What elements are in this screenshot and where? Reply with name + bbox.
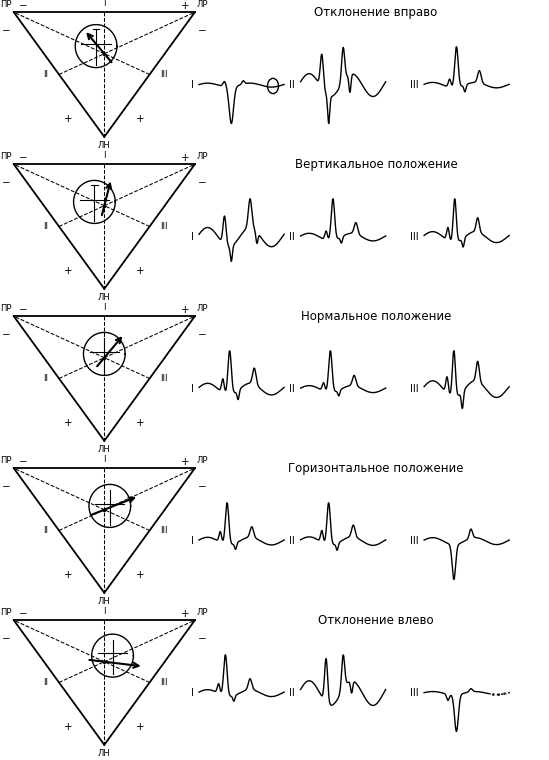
Text: −: − <box>198 482 207 492</box>
Text: ЛР: ЛР <box>197 304 208 313</box>
Text: I: I <box>191 384 193 394</box>
Text: −: − <box>19 2 28 11</box>
Text: II: II <box>43 70 48 79</box>
Text: −: − <box>19 306 28 315</box>
Text: III: III <box>410 536 418 546</box>
Text: I: I <box>191 536 193 546</box>
Text: ЛР: ЛР <box>197 0 208 9</box>
Text: ЛР: ЛР <box>197 608 208 617</box>
Text: III: III <box>160 222 168 231</box>
Text: III: III <box>160 70 168 79</box>
Text: Горизонтальное положение: Горизонтальное положение <box>288 462 464 475</box>
Text: III: III <box>160 678 168 687</box>
Text: −: − <box>2 330 10 340</box>
Text: Вертикальное положение: Вертикальное положение <box>295 158 457 171</box>
Text: +: + <box>136 266 145 277</box>
Text: ЛН: ЛН <box>98 749 111 758</box>
Text: I: I <box>103 607 105 616</box>
Text: III: III <box>410 232 418 242</box>
Text: −: − <box>2 634 10 644</box>
Text: +: + <box>181 154 189 163</box>
Text: I: I <box>191 232 193 242</box>
Text: ЛР: ЛР <box>197 152 208 161</box>
Text: I: I <box>191 80 193 90</box>
Text: III: III <box>410 80 418 90</box>
Text: I: I <box>103 151 105 160</box>
Text: +: + <box>136 418 145 429</box>
Text: II: II <box>289 384 295 394</box>
Text: −: − <box>198 26 207 36</box>
Text: −: − <box>19 458 28 467</box>
Text: +: + <box>64 418 72 429</box>
Text: III: III <box>410 384 418 394</box>
Text: ЛР: ЛР <box>197 456 208 465</box>
Text: II: II <box>43 526 48 535</box>
Text: −: − <box>2 482 10 492</box>
Text: +: + <box>181 610 189 619</box>
Text: −: − <box>2 26 10 36</box>
Text: II: II <box>43 374 48 383</box>
Text: +: + <box>181 458 189 467</box>
Text: I: I <box>103 0 105 8</box>
Text: Отклонение влево: Отклонение влево <box>318 614 434 627</box>
Text: ПР: ПР <box>1 608 12 617</box>
Text: +: + <box>64 570 72 581</box>
Text: −: − <box>2 178 10 188</box>
Text: ЛН: ЛН <box>98 597 111 606</box>
Text: I: I <box>191 688 193 698</box>
Text: I: I <box>103 303 105 312</box>
Text: III: III <box>160 374 168 383</box>
Text: III: III <box>160 526 168 535</box>
Text: ЛН: ЛН <box>98 445 111 454</box>
Text: ПР: ПР <box>1 0 12 9</box>
Text: II: II <box>43 678 48 687</box>
Text: +: + <box>181 306 189 315</box>
Text: −: − <box>19 610 28 619</box>
Text: ПР: ПР <box>1 456 12 465</box>
Text: +: + <box>64 722 72 733</box>
Text: Отклонение вправо: Отклонение вправо <box>315 6 438 19</box>
Text: +: + <box>136 570 145 581</box>
Text: III: III <box>410 688 418 698</box>
Text: ПР: ПР <box>1 304 12 313</box>
Text: +: + <box>64 266 72 277</box>
Text: ЛН: ЛН <box>98 141 111 150</box>
Text: II: II <box>289 688 295 698</box>
Text: +: + <box>64 114 72 125</box>
Text: II: II <box>289 536 295 546</box>
Text: −: − <box>19 154 28 163</box>
Text: II: II <box>289 80 295 90</box>
Text: −: − <box>198 178 207 188</box>
Text: −: − <box>198 634 207 644</box>
Text: II: II <box>43 222 48 231</box>
Text: II: II <box>289 232 295 242</box>
Text: I: I <box>103 455 105 464</box>
Text: +: + <box>181 2 189 11</box>
Text: +: + <box>136 114 145 125</box>
Text: +: + <box>136 722 145 733</box>
Text: −: − <box>198 330 207 340</box>
Text: Нормальное положение: Нормальное положение <box>301 310 451 323</box>
Text: ПР: ПР <box>1 152 12 161</box>
Text: ЛН: ЛН <box>98 293 111 302</box>
